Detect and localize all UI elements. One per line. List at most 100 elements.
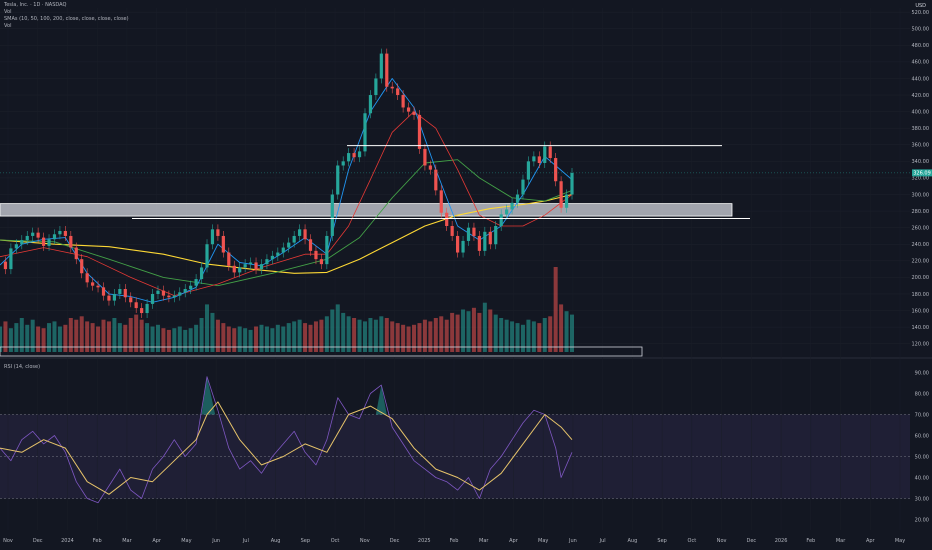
volume-bar (542, 318, 547, 352)
volume-bar (237, 326, 242, 352)
volume-bar (145, 323, 150, 352)
candle-body (445, 212, 449, 227)
symbol-title[interactable]: Tesla, Inc. · 1D · NASDAQ (4, 2, 67, 8)
candle-body (357, 151, 362, 158)
volume-bar (117, 323, 122, 352)
volume-bar (373, 319, 378, 352)
candle-body (379, 53, 383, 79)
candle-body (548, 146, 552, 159)
price-tick-label: 420.00 (912, 93, 930, 99)
volume-bar (150, 326, 155, 352)
volume-bar (319, 319, 324, 352)
volume-bars (0, 267, 574, 352)
candle-body (150, 293, 155, 304)
candle-body (210, 229, 215, 245)
volume-bar (303, 323, 308, 352)
volume-bar (270, 328, 275, 352)
volume-bar (368, 318, 373, 352)
volume-bar (215, 319, 220, 352)
candle-body (123, 289, 127, 298)
candle-body (41, 237, 46, 246)
rsi-legend[interactable]: RSI (14, close) (4, 364, 41, 370)
volume-legend-2[interactable]: Vol (4, 23, 12, 29)
volume-bar (444, 319, 449, 352)
rsi-tick-label: 40.00 (915, 475, 929, 481)
volume-bar (357, 319, 362, 352)
candle-body (31, 232, 35, 236)
currency-label[interactable]: USD (915, 3, 926, 9)
candle-body (248, 262, 253, 265)
candle-body (396, 88, 400, 96)
volume-bar (548, 316, 553, 352)
rsi-tick-label: 50.00 (915, 454, 929, 460)
rsi-tick-label: 70.00 (915, 412, 929, 418)
volume-bar (482, 302, 487, 352)
price-tick-label: 140.00 (912, 325, 930, 331)
volume-bar (188, 328, 193, 352)
volume-bar (275, 324, 280, 352)
candle-body (118, 289, 122, 294)
candle-body (499, 214, 503, 227)
time-tick-label: Jun (211, 538, 220, 544)
volume-bar (248, 329, 253, 352)
volume-bar (520, 324, 525, 352)
time-tick-label: Dec (746, 538, 756, 544)
candle-body (559, 181, 563, 208)
candle-body (189, 285, 193, 290)
volume-bar (161, 328, 166, 352)
volume-bar (477, 312, 482, 352)
volume-bar (281, 326, 286, 352)
volume-legend[interactable]: Vol (4, 9, 12, 15)
volume-bar (25, 324, 30, 352)
time-tick-label: Sep (301, 538, 310, 544)
price-tick-label: 320.00 (912, 176, 930, 182)
volume-bar (564, 311, 569, 352)
current-price-badge (912, 169, 932, 177)
volume-bar (362, 321, 367, 352)
candle-body (172, 295, 176, 298)
price-tick-label: 200.00 (912, 275, 930, 281)
candle-body (74, 247, 78, 260)
volume-bar (68, 318, 73, 352)
candle-body (428, 165, 432, 170)
zones (0, 203, 733, 217)
candle-body (401, 95, 405, 108)
time-tick-label: Sep (657, 538, 666, 544)
sma100-line (0, 159, 573, 287)
volume-bar (559, 304, 564, 352)
candle-body (303, 229, 307, 240)
volume-bar (14, 323, 19, 352)
volume-bar (264, 326, 269, 352)
support-zone (0, 203, 733, 217)
grid (0, 8, 932, 530)
candle-body (167, 295, 171, 298)
volume-bar (106, 321, 111, 352)
candle-body (368, 95, 373, 114)
volume-bar (36, 326, 41, 352)
volume-bar (8, 328, 13, 352)
candle-body (52, 234, 57, 240)
price-tick-label: 340.00 (912, 159, 930, 165)
volume-bar (422, 319, 427, 352)
candle-body (319, 259, 324, 265)
candle-body (270, 255, 274, 260)
candle-body (341, 161, 345, 166)
price-tick-label: 280.00 (912, 209, 930, 215)
volume-bar (428, 321, 433, 352)
volume-bar (493, 314, 498, 352)
price-tick-label: 440.00 (912, 76, 930, 82)
candle-body (85, 273, 89, 283)
sma-legend[interactable]: SMAs (10, 50, 100, 200, close, close, cl… (4, 16, 129, 22)
candle-body (488, 231, 492, 245)
volume-bar (417, 323, 422, 352)
horizontal-lines[interactable] (0, 145, 912, 357)
volume-bar (439, 316, 444, 352)
price-tick-label: 260.00 (912, 225, 930, 231)
candle-body (194, 279, 198, 286)
time-tick-label: May (895, 538, 905, 544)
time-tick-label: Mar (836, 538, 846, 544)
candle-body (96, 285, 100, 288)
volume-bar (384, 318, 389, 352)
volume-bar (461, 309, 466, 352)
